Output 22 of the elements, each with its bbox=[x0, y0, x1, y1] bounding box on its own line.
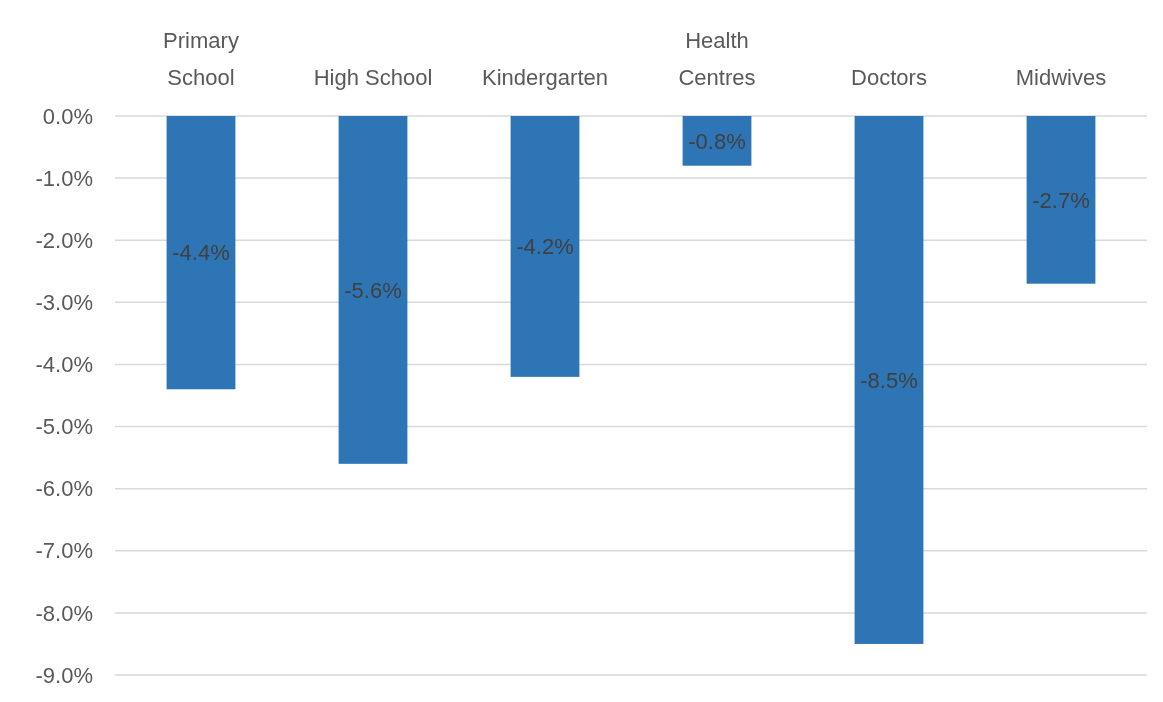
y-tick-label: -6.0% bbox=[35, 476, 93, 502]
y-tick-label: -3.0% bbox=[35, 290, 93, 316]
x-tick-label: Midwives bbox=[1015, 65, 1107, 90]
data-label: -2.7% bbox=[1032, 187, 1090, 213]
x-tick-label: Health Centres bbox=[678, 28, 756, 90]
data-label: -4.2% bbox=[516, 234, 574, 260]
y-tick-label: -8.0% bbox=[35, 600, 93, 626]
y-tick-label: -2.0% bbox=[35, 227, 93, 253]
y-tick-label: -5.0% bbox=[35, 414, 93, 440]
data-label: -0.8% bbox=[688, 128, 746, 154]
x-tick-label: Doctors bbox=[851, 65, 927, 90]
y-tick-label: -9.0% bbox=[35, 662, 93, 688]
x-tick-label: High School bbox=[313, 65, 433, 90]
data-label: -8.5% bbox=[860, 367, 918, 393]
y-tick-label: -1.0% bbox=[35, 165, 93, 191]
data-label: -4.4% bbox=[172, 240, 230, 266]
y-tick-label: 0.0% bbox=[42, 103, 93, 129]
y-tick-label: -4.0% bbox=[35, 352, 93, 378]
x-tick-label: Kindergarten bbox=[482, 65, 608, 90]
data-label: -5.6% bbox=[344, 277, 402, 303]
x-tick-label: Primary School bbox=[163, 28, 239, 90]
y-tick-label: -7.0% bbox=[35, 538, 93, 564]
